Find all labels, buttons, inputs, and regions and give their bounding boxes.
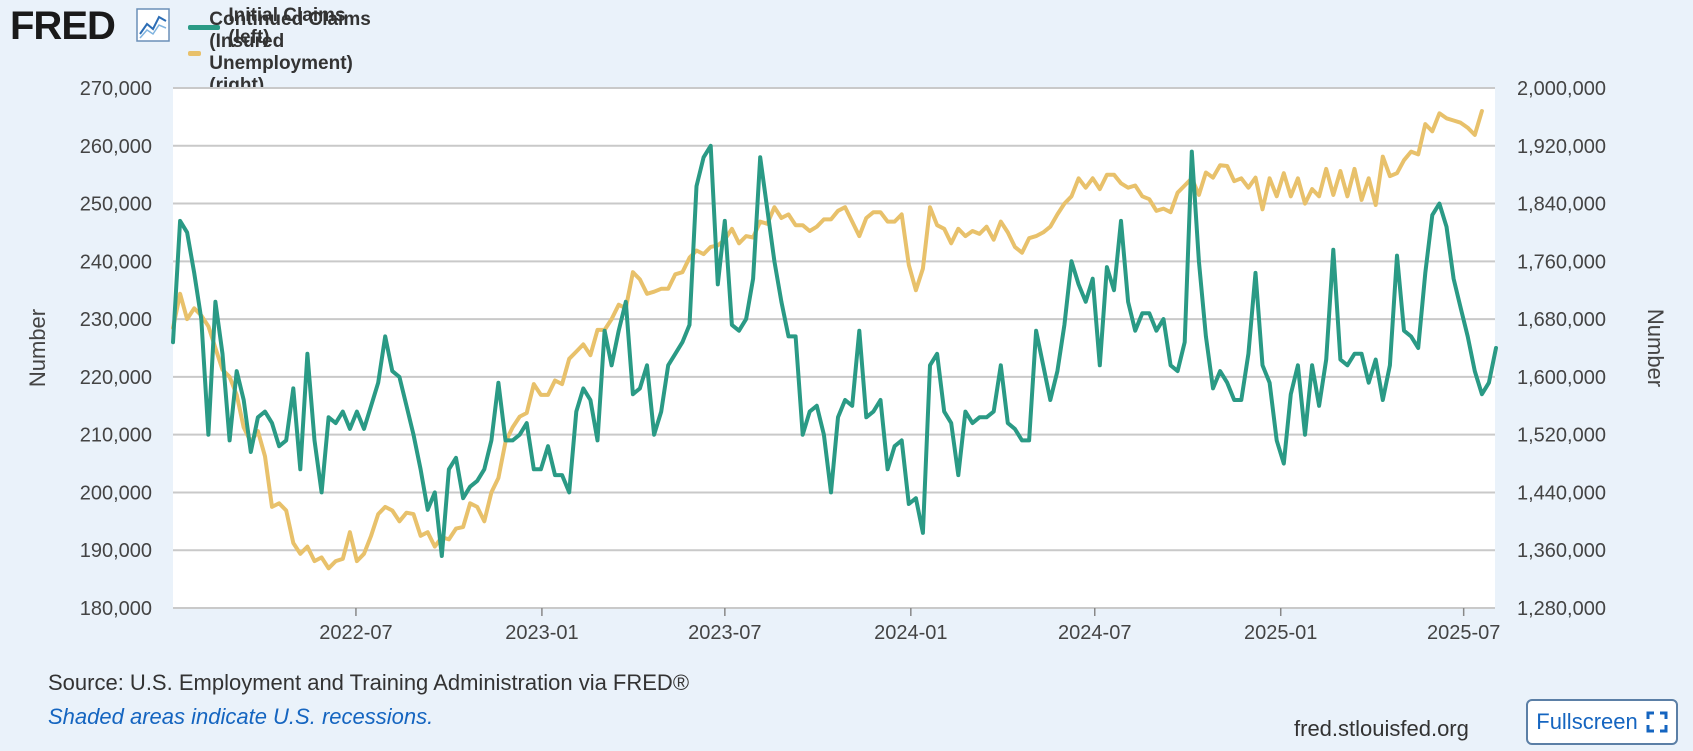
series-line-initial-claims <box>171 143 1498 558</box>
legend-item-continued-claims[interactable]: Continued Claims (Insured Unemployment) … <box>188 9 376 96</box>
left-tick-label: 250,000 <box>80 194 152 216</box>
expand-icon <box>1646 711 1668 733</box>
right-tick-label: 1,600,000 <box>1517 367 1606 389</box>
left-tick-label: 240,000 <box>80 251 152 273</box>
left-tick-label: 260,000 <box>80 136 152 158</box>
left-tick-label: 230,000 <box>80 309 152 331</box>
right-tick-label: 1,280,000 <box>1517 598 1606 620</box>
right-tick-label: 1,360,000 <box>1517 540 1606 562</box>
recession-note: Shaded areas indicate U.S. recessions. <box>48 704 434 729</box>
fullscreen-button[interactable]: Fullscreen <box>1526 699 1678 745</box>
legend-item-initial-claims[interactable]: Initial Claims (left) <box>188 5 376 48</box>
x-tick-label: 2023-01 <box>505 622 578 644</box>
left-tick-label: 270,000 <box>80 78 152 100</box>
x-tick-label: 2024-01 <box>874 622 947 644</box>
series-line-continued-claims <box>171 109 1484 571</box>
right-axis-label: Number <box>1643 309 1668 387</box>
right-tick-label: 1,680,000 <box>1517 309 1606 331</box>
right-tick-label: 1,840,000 <box>1517 194 1606 216</box>
legend-label: Initial Claims (left) <box>228 5 346 48</box>
legend-label: Continued Claims (Insured Unemployment) … <box>209 9 371 96</box>
right-tick-label: 1,440,000 <box>1517 482 1606 504</box>
legend-swatch <box>188 50 202 56</box>
line-chart-icon[interactable] <box>136 8 170 42</box>
fullscreen-label: Fullscreen <box>1536 709 1638 734</box>
x-tick-label: 2023-07 <box>688 622 761 644</box>
x-tick-label: 2024-07 <box>1058 622 1131 644</box>
x-tick-label: 2025-07 <box>1427 622 1500 644</box>
chart-legend: Initial Claims (left) Continued Claims (… <box>188 5 376 96</box>
x-tick-label: 2025-01 <box>1244 622 1317 644</box>
site-url: fred.stlouisfed.org <box>1294 716 1469 741</box>
left-tick-label: 220,000 <box>80 367 152 389</box>
fred-logo[interactable]: FRED <box>10 4 116 48</box>
left-axis-label: Number <box>25 309 50 387</box>
left-tick-label: 190,000 <box>80 540 152 562</box>
plot-area <box>173 88 1495 608</box>
left-tick-label: 210,000 <box>80 425 152 447</box>
left-tick-label: 200,000 <box>80 482 152 504</box>
right-tick-label: 2,000,000 <box>1517 78 1606 100</box>
x-tick-label: 2022-07 <box>319 622 392 644</box>
source-text: Source: U.S. Employment and Training Adm… <box>48 670 690 695</box>
line-chart[interactable]: 180,000 190,000 200,000 210,000 220,000 230,0… <box>0 0 1693 680</box>
right-tick-label: 1,920,000 <box>1517 136 1606 158</box>
legend-swatch <box>188 24 221 30</box>
right-tick-label: 1,760,000 <box>1517 251 1606 273</box>
right-tick-label: 1,520,000 <box>1517 425 1606 447</box>
left-tick-label: 180,000 <box>80 598 152 620</box>
